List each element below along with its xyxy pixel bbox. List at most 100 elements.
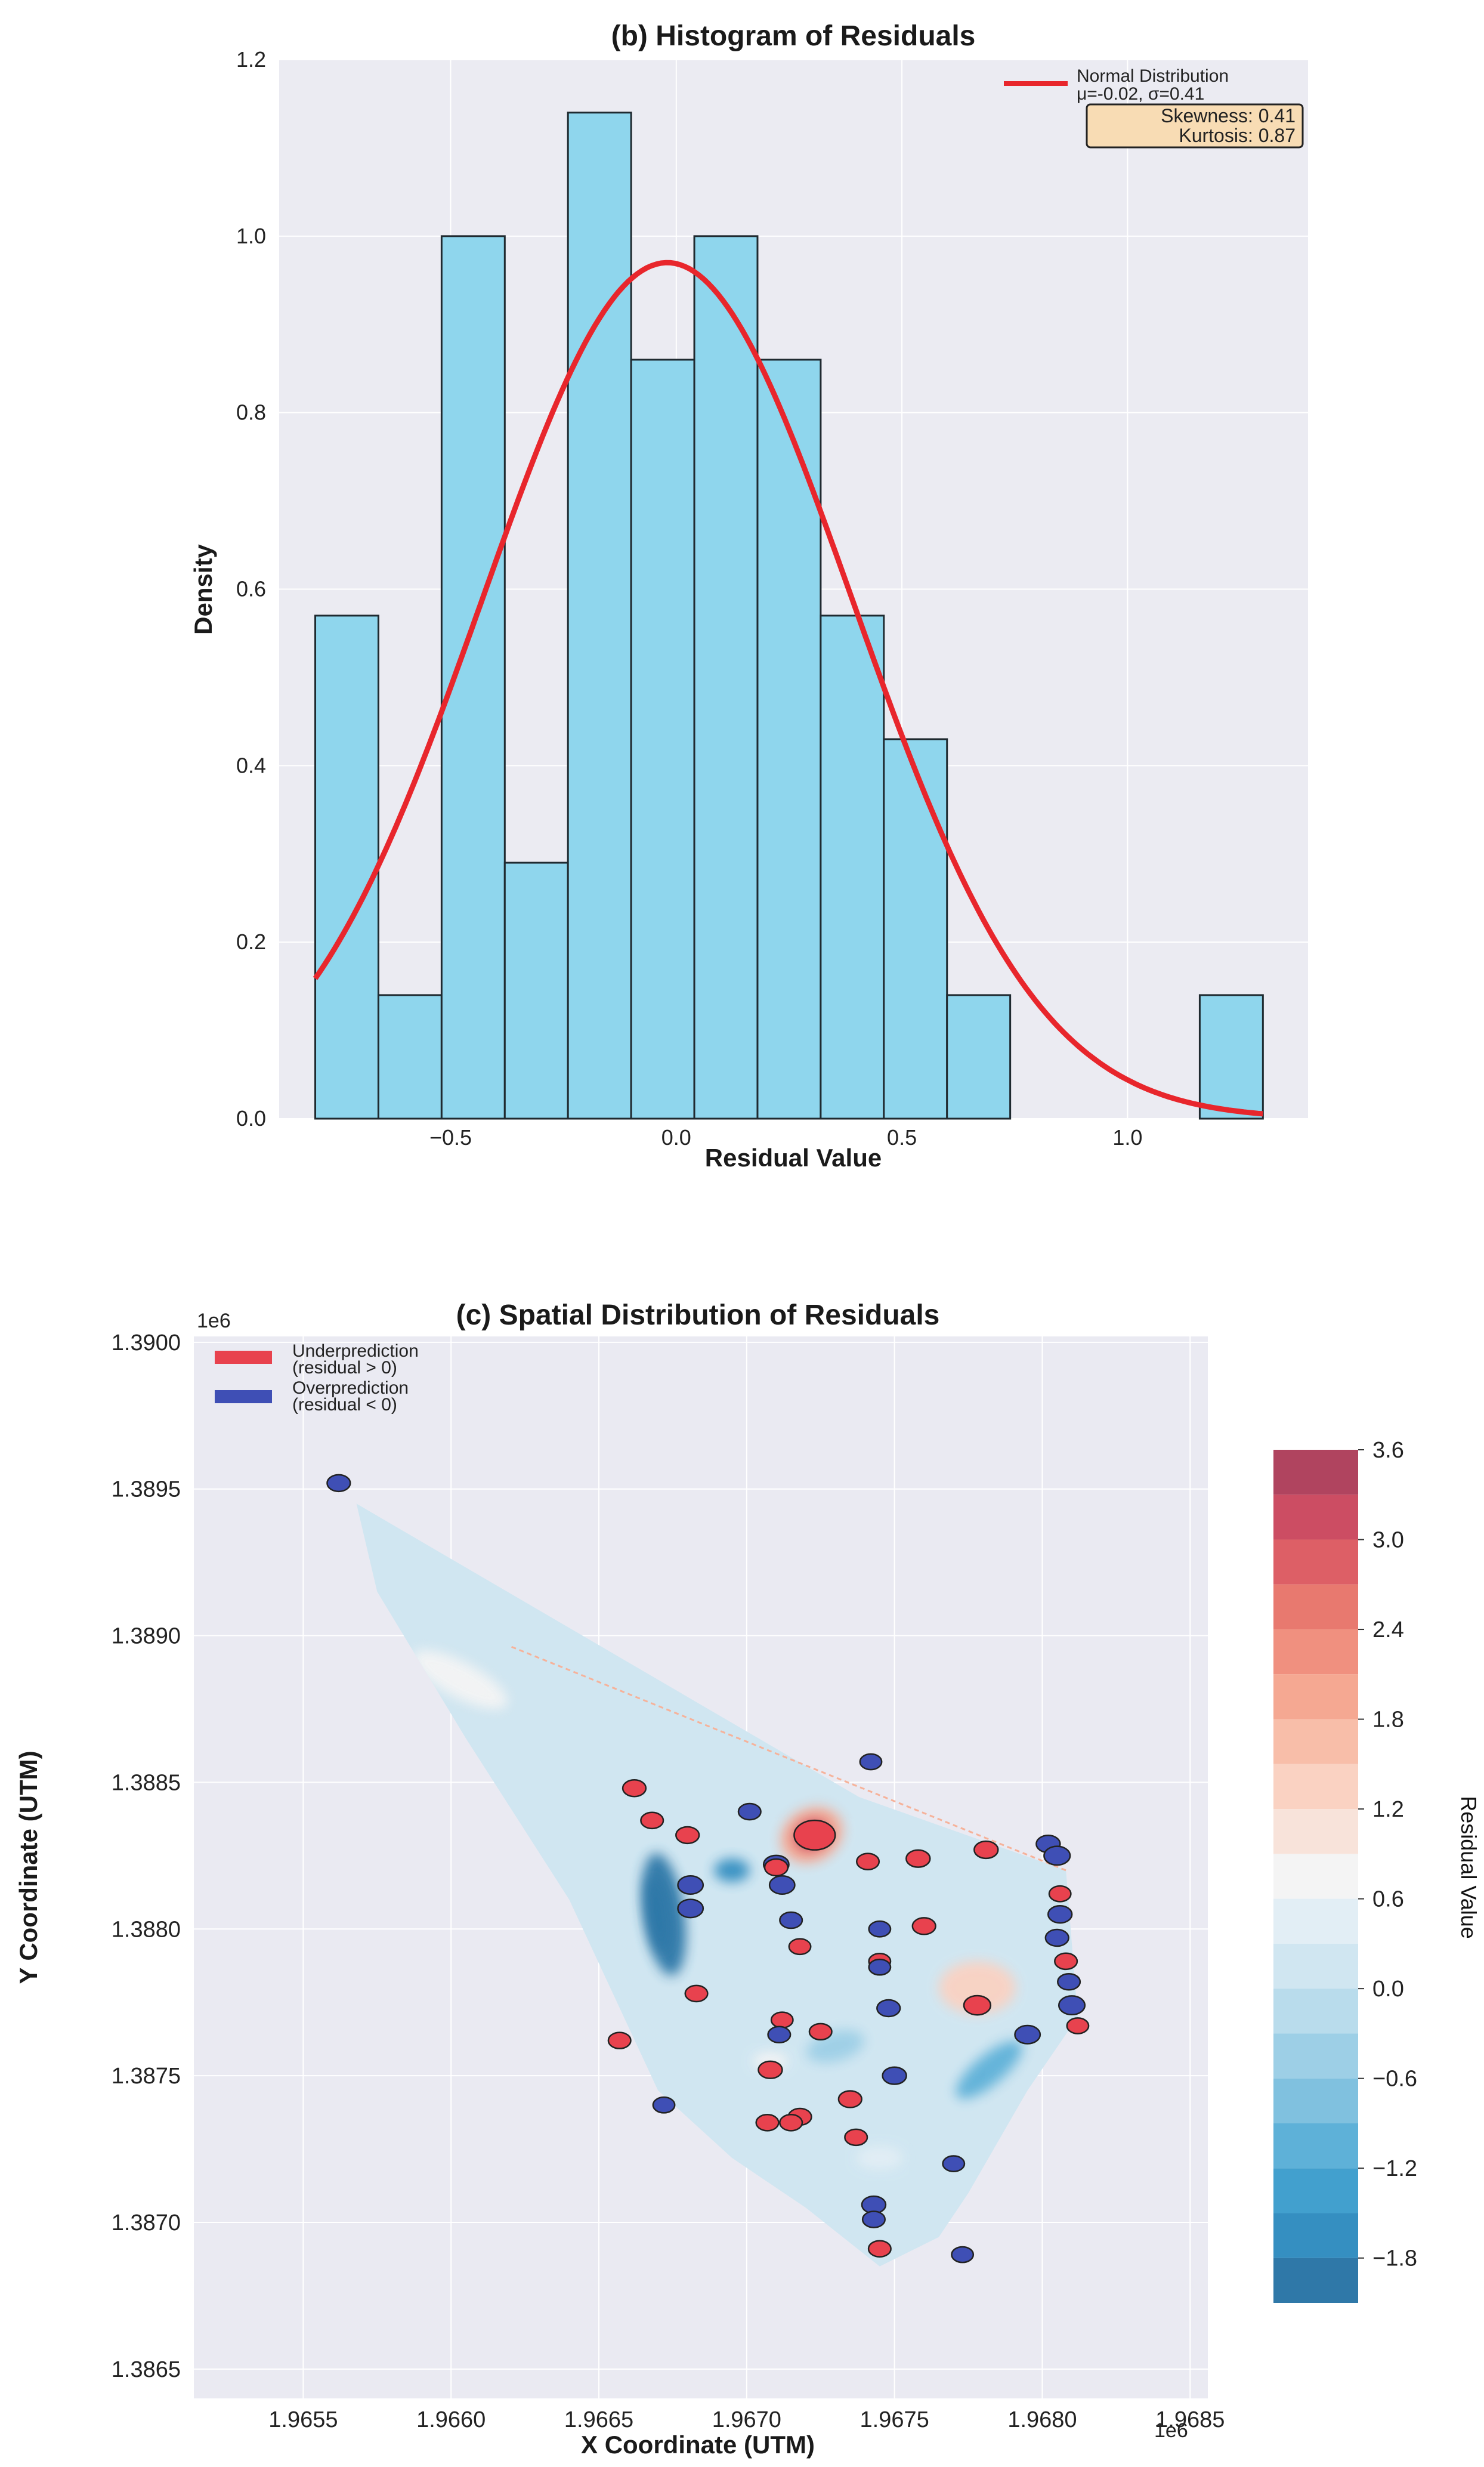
colorbar-level <box>1273 1809 1358 1854</box>
colorbar-label: Residual Value <box>1457 1796 1481 1938</box>
histogram-x-tick-label: 0.5 <box>887 1125 917 1150</box>
spatial-y-tick-label: 1.3895 <box>112 1477 181 1502</box>
residual-contour-region <box>938 1961 1016 2014</box>
colorbar-tick-label: 2.4 <box>1372 1617 1404 1642</box>
colorbar-level <box>1273 2033 1358 2079</box>
spatial-x-tick-label: 1.9660 <box>416 2407 486 2432</box>
colorbar-level <box>1273 2168 1358 2213</box>
underprediction-point <box>779 2114 803 2132</box>
histogram-bar <box>440 235 506 1120</box>
spatial-y-tick-label: 1.3885 <box>112 1770 181 1795</box>
underprediction-point <box>1066 2017 1090 2034</box>
spatial-x-tick-label: 1.9655 <box>268 2407 338 2432</box>
spatial-x-tick-label: 1.9670 <box>712 2407 781 2432</box>
histogram-chart: 0.0 0.2 0.4 0.6 0.8 1.0 1.2 −0.5 0.0 0.5 1.0 (b) … <box>189 20 1308 1172</box>
histogram-bars <box>314 112 1264 1120</box>
x-offset-label: 1e6 <box>1154 2419 1188 2442</box>
histogram-y-tick-label: 0.2 <box>236 930 266 954</box>
underprediction-point <box>963 1994 992 2016</box>
colorbar-tick-label: 3.6 <box>1372 1438 1404 1463</box>
spatial-x-ticks: 1.9655 1.9660 1.9665 1.9670 1.9675 1.9680 1.96… <box>268 2407 1225 2432</box>
residual-contour-region <box>412 1650 508 1709</box>
overprediction-point <box>779 1911 803 1929</box>
colorbar-level <box>1273 1539 1358 1585</box>
overprediction-point <box>951 2246 975 2264</box>
legend-over-swatch <box>215 1390 272 1403</box>
underprediction-point <box>675 1826 700 1845</box>
residual-contour-region <box>714 1858 750 1882</box>
spatial-y-ticks: 1.3865 1.3870 1.3875 1.3880 1.3885 1.3890 1.38… <box>112 1330 181 2382</box>
colorbar-level <box>1273 1674 1358 1719</box>
underprediction-point <box>763 1858 789 1877</box>
overprediction-point <box>868 1958 892 1976</box>
colorbar-tick-label: −1.8 <box>1372 2246 1417 2271</box>
histogram-legend: Normal Distribution μ=-0.02, σ=0.41 <box>1004 66 1229 104</box>
spatial-y-tick-label: 1.3865 <box>112 2357 181 2382</box>
histogram-bar <box>503 862 569 1120</box>
overprediction-point <box>677 1875 704 1895</box>
histogram-bar <box>1198 994 1264 1120</box>
underprediction-point <box>622 1779 647 1798</box>
colorbar-tick-label: 1.2 <box>1372 1797 1404 1822</box>
colorbar-tick-label: 1.8 <box>1372 1708 1404 1733</box>
underprediction-point <box>755 2114 780 2132</box>
underprediction-point <box>770 2011 794 2029</box>
underprediction-point <box>844 2128 868 2147</box>
underprediction-point <box>867 2240 892 2258</box>
colorbar-tick-label: 3.0 <box>1372 1528 1404 1553</box>
legend-under-swatch <box>215 1351 272 1364</box>
histogram-bar <box>756 359 822 1120</box>
overprediction-point <box>942 2155 966 2172</box>
legend-under-sub: (residual > 0) <box>292 1358 397 1378</box>
overprediction-point <box>652 2096 676 2114</box>
underprediction-point <box>1048 1885 1072 1903</box>
overprediction-point <box>876 1999 901 2018</box>
underprediction-point <box>973 1840 999 1860</box>
spatial-y-tick-label: 1.3875 <box>112 2064 181 2089</box>
normal-fit-line <box>313 260 1263 1117</box>
spatial-x-tick-label: 1.9685 <box>1155 2407 1225 2432</box>
residual-points <box>326 1474 1090 2264</box>
histogram-bar <box>693 235 759 1120</box>
histogram-bar <box>946 994 1012 1120</box>
histogram-bar <box>377 994 443 1120</box>
underprediction-point <box>911 1917 936 1935</box>
spatial-y-tick-label: 1.3900 <box>112 1330 181 1356</box>
overprediction-point <box>677 1898 704 1919</box>
legend-over-label: Overprediction <box>292 1378 409 1398</box>
overprediction-point <box>768 1875 796 1895</box>
y-offset-label: 1e6 <box>197 1310 231 1332</box>
underprediction-point <box>905 1849 931 1868</box>
spatial-legend: Underprediction (residual > 0) Overpredi… <box>215 1341 419 1415</box>
overprediction-point <box>326 1474 351 1493</box>
spatial-y-tick-label: 1.3890 <box>112 1624 181 1649</box>
histogram-bar <box>820 615 885 1120</box>
underprediction-point <box>758 2060 783 2079</box>
legend-normal-params: μ=-0.02, σ=0.41 <box>1077 84 1204 104</box>
overprediction-point <box>737 1802 762 1821</box>
stats-box-frame <box>1086 103 1304 149</box>
colorbar-level <box>1273 1943 1358 1989</box>
histogram-bar <box>883 738 948 1120</box>
histogram-bar <box>567 112 632 1120</box>
colorbar-ticks: 3.6 3.0 2.4 1.8 1.2 0.6 0.0 −0.6 −1.2 −1.8 <box>1358 1438 1417 2271</box>
residual-contour-region <box>956 2040 1022 2099</box>
residual-contour-region <box>646 1876 670 1953</box>
legend-under-label: Underprediction <box>292 1341 419 1361</box>
legend-over-sub: (residual < 0) <box>292 1395 397 1415</box>
histogram-bar <box>314 615 379 1120</box>
histogram-y-ticks: 0.0 0.2 0.4 0.6 0.8 1.0 1.2 <box>236 47 266 1131</box>
legend-normal-label: Normal Distribution <box>1077 66 1229 86</box>
colorbar: 3.6 3.0 2.4 1.8 1.2 0.6 0.0 −0.6 −1.2 −1.8 Residu… <box>1273 1438 1481 2303</box>
underprediction-point <box>837 2090 862 2108</box>
underprediction-point <box>607 2031 632 2049</box>
colorbar-level <box>1273 1719 1358 1764</box>
underprediction-point <box>808 2023 833 2041</box>
overprediction-point <box>1047 1905 1073 1924</box>
overprediction-point <box>1043 1845 1071 1866</box>
histogram-y-tick-label: 1.0 <box>236 224 266 248</box>
overprediction-point <box>859 1753 883 1771</box>
histogram-x-axis-label: Residual Value <box>705 1144 882 1172</box>
underprediction-point <box>855 1852 880 1870</box>
histogram-y-tick-label: 0.6 <box>236 577 266 601</box>
